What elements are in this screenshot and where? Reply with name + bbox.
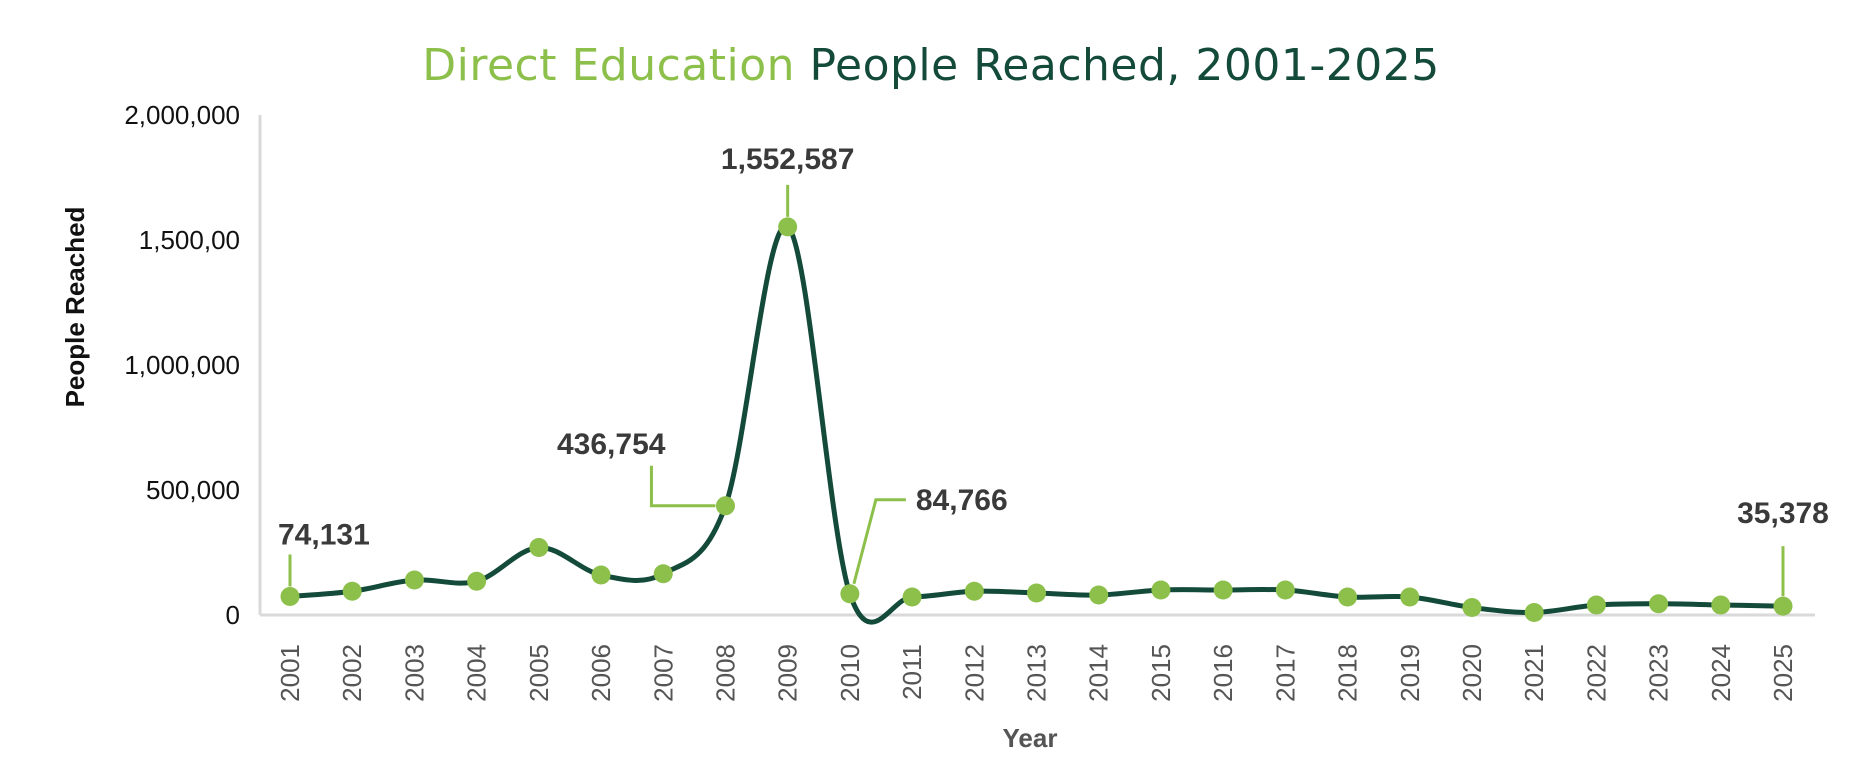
annotation-leader-2008 bbox=[649, 465, 716, 508]
data-point-2003 bbox=[404, 570, 424, 590]
data-labels: 74,131 436,754 1,552,587 84,766 35,378 bbox=[278, 143, 1829, 552]
x-tick-label: 2024 bbox=[1706, 644, 1736, 702]
x-tick-label: 2017 bbox=[1270, 644, 1300, 702]
x-tick-label: 2018 bbox=[1333, 644, 1363, 702]
x-tick-label: 2016 bbox=[1208, 644, 1238, 702]
data-point-2019 bbox=[1400, 587, 1420, 607]
chart-title: Direct Education People Reached, 2001-20… bbox=[0, 40, 1862, 91]
data-point-2018 bbox=[1338, 587, 1358, 607]
data-point-2017 bbox=[1275, 580, 1295, 600]
y-axis-label: People Reached bbox=[60, 207, 90, 408]
data-label-2009: 1,552,587 bbox=[721, 143, 854, 176]
data-point-2004 bbox=[467, 571, 487, 591]
chart-axes bbox=[258, 115, 1815, 617]
data-point-2005 bbox=[529, 538, 549, 557]
data-point-2021 bbox=[1524, 603, 1544, 622]
y-tick-label: 1,000,000 bbox=[124, 350, 240, 380]
data-point-2024 bbox=[1711, 595, 1731, 615]
x-tick-label: 2009 bbox=[773, 644, 803, 702]
y-tick-label: 500,000 bbox=[146, 475, 240, 505]
y-tick-label: 2,000,000 bbox=[124, 100, 240, 130]
chart-title-rest: People Reached, 2001-2025 bbox=[809, 40, 1440, 91]
data-label-2010: 84,766 bbox=[916, 484, 1008, 517]
data-point-2006 bbox=[591, 565, 611, 585]
x-tick-label: 2020 bbox=[1457, 644, 1487, 702]
data-point-2020 bbox=[1462, 598, 1482, 617]
x-tick-label: 2021 bbox=[1519, 644, 1549, 702]
data-point-2013 bbox=[1027, 583, 1046, 603]
x-tick-label: 2001 bbox=[275, 644, 305, 702]
annotation-leader-2010 bbox=[852, 498, 906, 585]
data-point-2009 bbox=[778, 217, 798, 237]
data-point-2023 bbox=[1649, 594, 1669, 614]
y-tick-label: 0 bbox=[226, 600, 240, 630]
x-tick-label: 2014 bbox=[1084, 644, 1114, 702]
x-tick-label: 2006 bbox=[586, 644, 616, 702]
data-point-2001 bbox=[280, 586, 300, 606]
x-tick-label: 2025 bbox=[1768, 644, 1798, 702]
data-point-2010 bbox=[840, 584, 860, 604]
chart-title-highlight: Direct Education bbox=[422, 40, 796, 91]
data-point-2008 bbox=[715, 496, 735, 516]
x-tick-label: 2012 bbox=[959, 644, 989, 702]
x-tick-label: 2011 bbox=[897, 644, 927, 700]
data-point-2011 bbox=[902, 587, 922, 607]
data-point-2025 bbox=[1773, 596, 1793, 616]
x-tick-label: 2004 bbox=[462, 644, 492, 702]
data-label-2001: 74,131 bbox=[278, 518, 370, 551]
data-point-2007 bbox=[653, 564, 673, 584]
x-tick-label: 2022 bbox=[1581, 644, 1611, 702]
x-tick-label: 2003 bbox=[399, 644, 429, 702]
data-point-2002 bbox=[342, 581, 362, 601]
x-tick-label: 2019 bbox=[1395, 644, 1425, 702]
x-tick-label: 2013 bbox=[1022, 644, 1052, 702]
x-tick-label: 2010 bbox=[835, 644, 865, 702]
x-tick-label: 2007 bbox=[648, 644, 678, 702]
x-tick-label: 2008 bbox=[710, 644, 740, 702]
data-point-2015 bbox=[1151, 580, 1171, 600]
x-tick-label: 2005 bbox=[524, 644, 554, 702]
series-points bbox=[280, 217, 1793, 622]
data-point-2012 bbox=[964, 581, 984, 601]
y-axis-ticks: 0 500,000 1,000,000 1,500,00 2,000,000 bbox=[124, 100, 240, 630]
x-tick-label: 2023 bbox=[1644, 644, 1674, 702]
data-point-2014 bbox=[1089, 585, 1109, 605]
data-label-2025: 35,378 bbox=[1737, 497, 1829, 530]
data-point-2022 bbox=[1586, 595, 1606, 615]
y-tick-label: 1,500,00 bbox=[139, 225, 240, 255]
x-tick-label: 2002 bbox=[337, 644, 367, 702]
data-point-2016 bbox=[1213, 580, 1233, 600]
series-line bbox=[287, 224, 1786, 625]
data-label-2008: 436,754 bbox=[557, 428, 666, 461]
x-tick-label: 2015 bbox=[1146, 644, 1176, 702]
x-axis-ticks: 2001 2002 2003 2004 2005 2006 2007 2008 2009 2010… bbox=[275, 644, 1798, 702]
annotation-leaders bbox=[288, 184, 1785, 597]
x-axis-label: Year bbox=[1003, 723, 1058, 753]
